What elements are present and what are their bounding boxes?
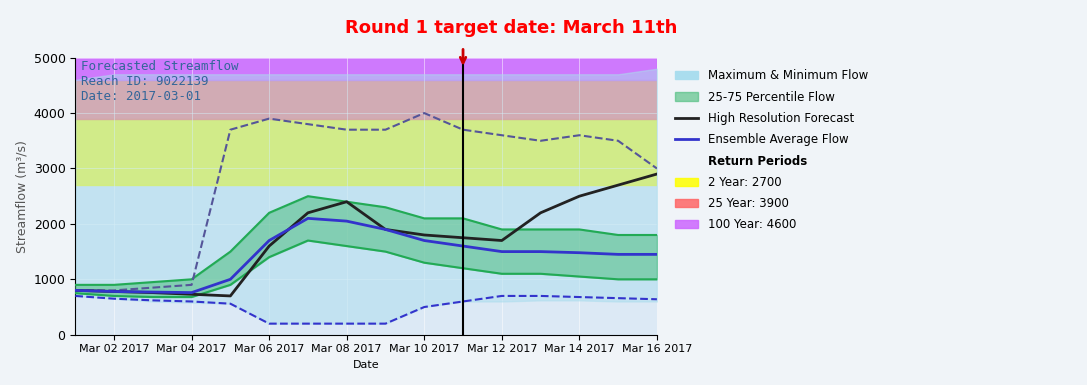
Text: Round 1 target date: March 11th: Round 1 target date: March 11th [345, 19, 677, 37]
X-axis label: Date: Date [353, 360, 379, 370]
Bar [75, 119, 657, 185]
Bar [75, 80, 657, 119]
Y-axis label: Streamflow (m³/s): Streamflow (m³/s) [15, 140, 28, 253]
Bar [75, 58, 657, 80]
Legend: Maximum & Minimum Flow, 25-75 Percentile Flow, High Resolution Forecast, Ensembl: Maximum & Minimum Flow, 25-75 Percentile… [669, 64, 874, 237]
Text: Forecasted Streamflow
Reach ID: 9022139
Date: 2017-03-01: Forecasted Streamflow Reach ID: 9022139 … [82, 60, 238, 104]
